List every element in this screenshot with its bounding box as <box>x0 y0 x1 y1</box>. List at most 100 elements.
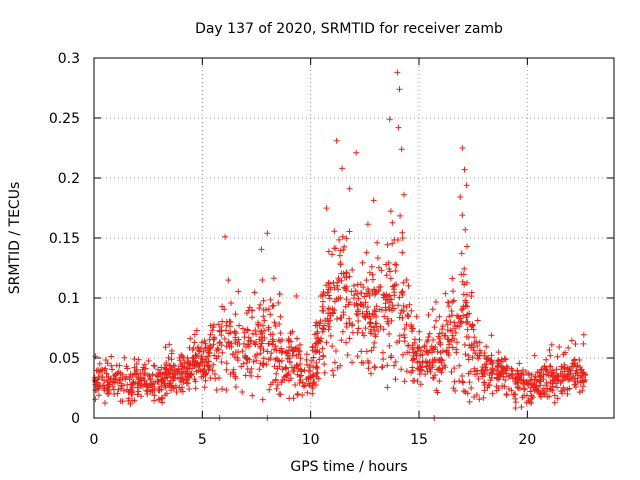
data-point <box>414 344 421 351</box>
data-point <box>500 373 507 380</box>
data-point <box>464 243 471 250</box>
data-point <box>398 307 405 314</box>
data-point <box>294 335 301 342</box>
data-point <box>354 353 361 360</box>
data-point <box>493 383 500 390</box>
data-point <box>313 359 320 366</box>
data-point <box>372 364 379 371</box>
data-point <box>219 349 226 356</box>
data-point <box>438 356 445 363</box>
data-point <box>523 392 530 399</box>
data-point <box>449 298 456 305</box>
data-point <box>223 360 230 367</box>
data-point <box>270 338 277 345</box>
data-point <box>293 293 300 300</box>
data-point <box>123 363 130 370</box>
data-point <box>171 367 178 374</box>
data-point <box>466 310 473 317</box>
data-point <box>481 382 488 389</box>
data-point <box>512 405 519 412</box>
data-point <box>258 246 265 253</box>
data-point <box>346 228 353 235</box>
data-point <box>371 339 378 346</box>
data-point <box>195 352 202 359</box>
data-point <box>292 381 299 388</box>
data-point <box>198 359 205 366</box>
data-point <box>114 379 121 386</box>
data-point <box>546 346 553 353</box>
data-point <box>546 363 553 370</box>
data-point <box>230 350 237 357</box>
data-point <box>128 387 135 394</box>
data-point <box>253 357 260 364</box>
data-point <box>580 331 587 338</box>
data-point <box>503 367 510 374</box>
data-point <box>489 370 496 377</box>
data-point <box>399 249 406 256</box>
data-point <box>441 362 448 369</box>
data-point <box>451 325 458 332</box>
data-point <box>344 351 351 358</box>
data-point <box>141 361 148 368</box>
data-point <box>102 365 109 372</box>
data-point <box>258 340 265 347</box>
data-point <box>226 318 233 325</box>
data-point <box>371 286 378 293</box>
data-point <box>278 336 285 343</box>
data-point <box>519 367 526 374</box>
data-point <box>514 384 521 391</box>
data-point <box>319 291 326 298</box>
data-point <box>505 385 512 392</box>
data-point <box>502 376 509 383</box>
data-point <box>564 371 571 378</box>
data-point <box>457 319 464 326</box>
data-point <box>248 372 255 379</box>
data-point <box>547 363 554 370</box>
data-point <box>336 252 343 259</box>
data-point <box>520 386 527 393</box>
data-point <box>505 374 512 381</box>
data-point <box>298 367 305 374</box>
data-point <box>213 347 220 354</box>
data-point <box>296 348 303 355</box>
data-point <box>215 321 222 328</box>
data-point <box>343 323 350 330</box>
data-point <box>287 338 294 345</box>
data-point <box>547 379 554 386</box>
data-point <box>465 334 472 341</box>
data-point <box>151 397 158 404</box>
data-point <box>249 314 256 321</box>
data-point <box>259 322 266 329</box>
data-point <box>238 363 245 370</box>
data-point <box>325 248 332 255</box>
data-point <box>282 365 289 372</box>
data-point <box>383 272 390 279</box>
data-point <box>193 327 200 334</box>
data-point <box>286 359 293 366</box>
data-point <box>388 317 395 324</box>
data-point <box>334 316 341 323</box>
data-point <box>273 370 280 377</box>
data-point <box>561 386 568 393</box>
data-point <box>489 365 496 372</box>
data-point <box>537 376 544 383</box>
data-point <box>244 341 251 348</box>
data-point <box>410 356 417 363</box>
data-point <box>235 288 242 295</box>
data-point <box>444 299 451 306</box>
data-point <box>567 371 574 378</box>
data-point <box>515 385 522 392</box>
data-point <box>246 369 253 376</box>
data-point <box>268 350 275 357</box>
data-point <box>399 235 406 242</box>
data-point <box>452 387 459 394</box>
data-point <box>480 379 487 386</box>
data-point <box>127 371 134 378</box>
data-point <box>111 379 118 386</box>
data-point <box>185 380 192 387</box>
data-point <box>117 376 124 383</box>
data-point <box>510 391 517 398</box>
data-point <box>316 349 323 356</box>
data-point <box>543 379 550 386</box>
data-point <box>186 386 193 393</box>
